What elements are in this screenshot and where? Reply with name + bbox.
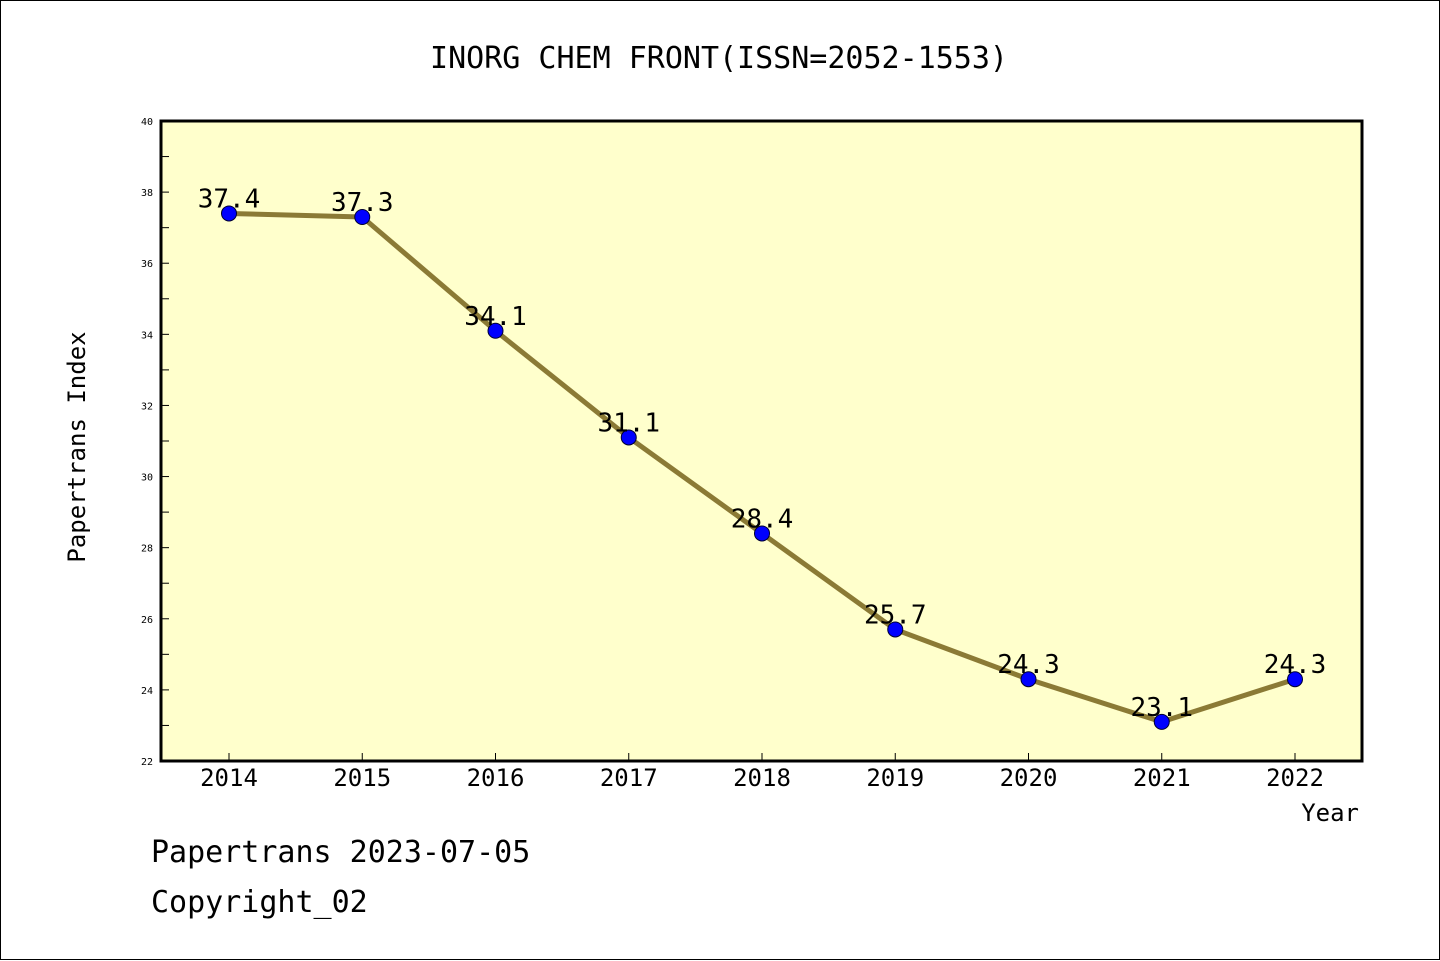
data-label: 28.4 (731, 504, 794, 534)
x-tick-label: 2020 (1000, 764, 1058, 792)
footer-copyright: Copyright_02 (151, 885, 368, 920)
y-tick-label: 36 (141, 259, 153, 270)
y-tick-label: 32 (141, 401, 153, 412)
plot-area (159, 119, 1364, 763)
x-axis-title: Year (1301, 799, 1359, 827)
data-label: 37.4 (198, 184, 261, 214)
data-label: 25.7 (864, 600, 927, 630)
x-tick-label: 2018 (733, 764, 791, 792)
data-label: 31.1 (597, 408, 660, 438)
data-point (754, 525, 770, 542)
y-tick-label: 38 (141, 188, 153, 199)
data-label: 37.3 (331, 188, 394, 218)
data-point (354, 209, 371, 225)
y-tick-label: 30 (141, 473, 153, 484)
y-tick-label: 40 (141, 117, 153, 128)
y-tick-label: 24 (141, 686, 153, 697)
y-tick-label: 26 (141, 615, 153, 626)
data-label: 24.3 (997, 650, 1060, 680)
y-axis: 22 24 26 28 30 32 34 36 38 40 (141, 117, 169, 768)
series-points (221, 205, 1303, 730)
data-label: 23.1 (1130, 693, 1193, 723)
x-axis: 2014 2015 2016 2017 2018 2019 2020 2021 2022 (200, 753, 1324, 792)
data-point (1287, 671, 1303, 688)
data-point (487, 322, 504, 339)
data-point (1020, 671, 1037, 688)
data-label: 34.1 (464, 302, 527, 332)
data-point (887, 621, 904, 638)
data-label: 24.3 (1264, 650, 1327, 680)
x-tick-label: 2017 (600, 764, 658, 792)
y-axis-title: Papertrans Index (63, 331, 91, 562)
y-tick-label: 34 (141, 330, 153, 341)
chart-title: INORG CHEM FRONT(ISSN=2052-1553) (430, 41, 1008, 76)
x-tick-label: 2019 (866, 764, 924, 792)
data-labels: 37.4 37.3 34.1 31.1 28.4 25.7 24.3 23.1 24.3 (198, 184, 1327, 722)
x-tick-label: 2016 (467, 764, 525, 792)
y-tick-label: 22 (141, 757, 153, 768)
footer-date: Papertrans 2023-07-05 (151, 835, 531, 870)
y-tick-label: 28 (141, 544, 153, 555)
x-tick-label: 2015 (333, 764, 391, 792)
data-point (1153, 713, 1170, 730)
data-point (620, 429, 637, 446)
data-point (221, 205, 237, 222)
x-tick-label: 2021 (1133, 764, 1191, 792)
x-tick-label: 2022 (1266, 764, 1324, 792)
x-tick-label: 2014 (200, 764, 258, 792)
